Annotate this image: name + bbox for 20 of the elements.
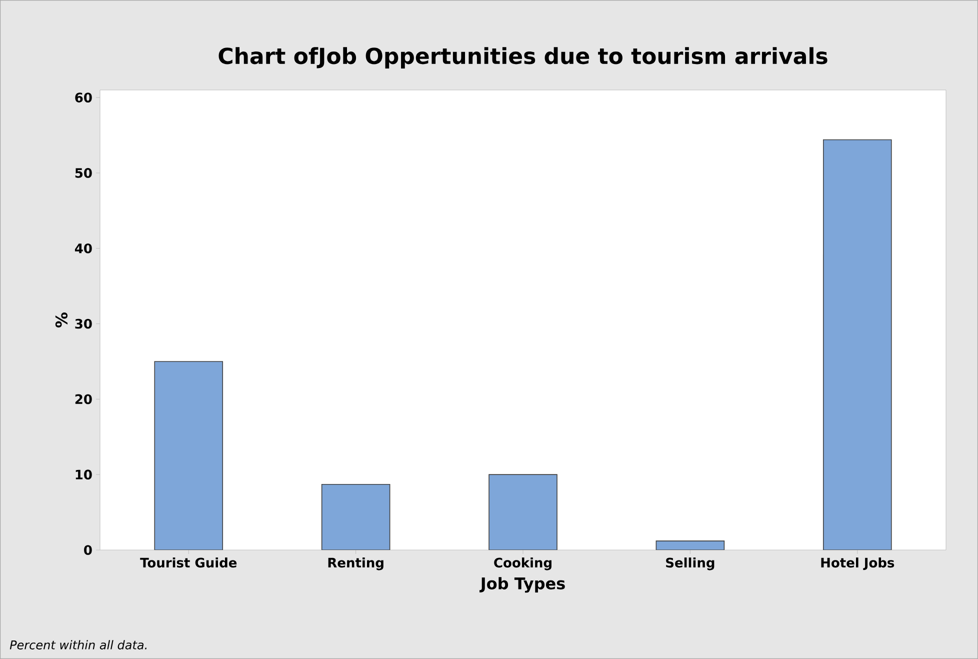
x-tick-label: Selling <box>666 558 714 570</box>
y-tick-label: 0 <box>84 545 92 555</box>
y-tick-label: 10 <box>76 470 92 480</box>
x-tick-label: Tourist Guide <box>140 558 237 568</box>
y-tick-label: 20 <box>75 394 92 404</box>
y-tick-label: 50 <box>75 168 92 178</box>
bar <box>488 474 558 550</box>
y-tick-label: 40 <box>74 243 92 254</box>
bar <box>154 361 224 550</box>
y-tick-label: 30 <box>75 318 92 329</box>
bar <box>822 139 892 550</box>
text: Percent within all data. <box>10 640 147 650</box>
y-axis-title: % <box>55 312 68 328</box>
x-axis-title: Job Types <box>479 577 565 593</box>
chart-title: Chart ofJob Oppertunities due to tourism arrivals <box>218 47 828 68</box>
x-tick-label: Renting <box>328 558 384 570</box>
x-tick-label: Hotel Jobs <box>821 558 894 570</box>
x-tick-label: Cooking <box>494 558 552 570</box>
bar <box>321 484 390 550</box>
y-tick-label: 60 <box>75 92 92 102</box>
